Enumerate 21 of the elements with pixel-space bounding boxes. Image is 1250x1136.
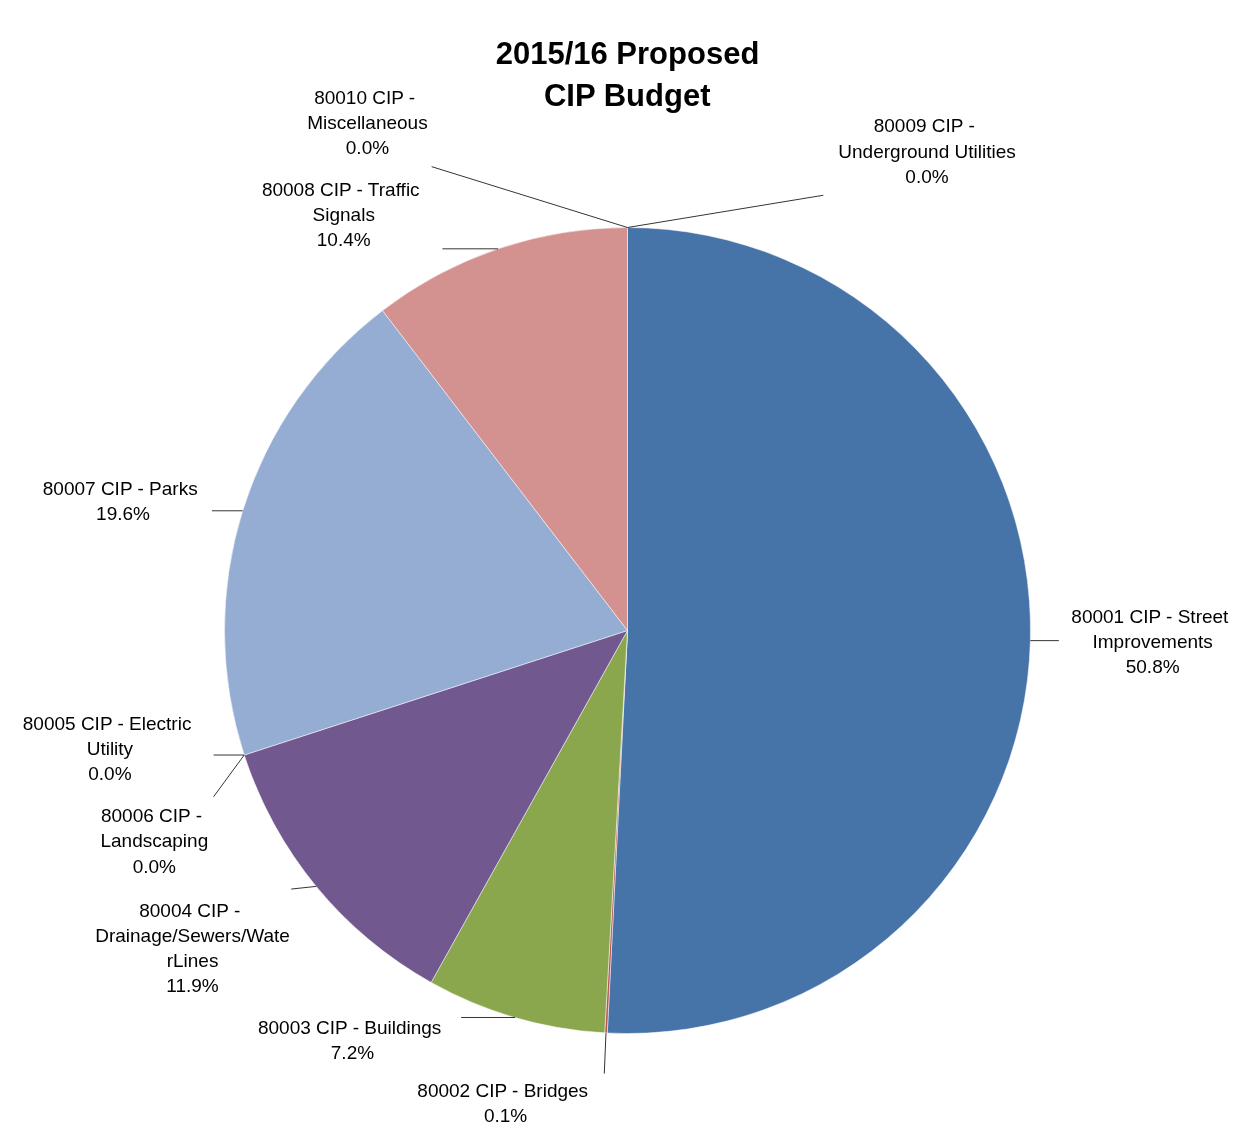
text: 0.0% (88, 763, 132, 785)
slice-label: 80002 CIP - Bridges (417, 1079, 589, 1101)
category-label: 80009 CIP - Underground Utilities (838, 115, 1016, 162)
text: 0.0% (132, 855, 176, 877)
data-label: 11.9% (166, 975, 219, 997)
slice-label: 80008 CIP - Traffic Signals (261, 179, 420, 226)
data-label: 19.6% (96, 503, 151, 525)
category-label: 80005 CIP - Electric Utility (22, 712, 192, 760)
slice-label: 80003 CIP - Buildings (257, 1017, 442, 1039)
data-label: 50.8% (1125, 656, 1180, 678)
text: 0.0% (905, 165, 949, 187)
chart-title: 2015/16 Proposed CIP Budget (495, 35, 760, 113)
slice-label: 80001 CIP - Street Improvements (1071, 605, 1230, 652)
category-label: 80010 CIP - Miscellaneous (307, 86, 428, 134)
text: 0.0% (345, 137, 390, 159)
category-label: 80006 CIP - Landscaping (100, 805, 209, 852)
data-label: 7.2% (330, 1042, 375, 1064)
slice-label: 80004 CIP - Drainage/Sewers/Wate rLines (95, 899, 290, 971)
slice-label: 80007 CIP - Parks (42, 478, 198, 500)
data-label: 10.4% (316, 229, 371, 251)
data-label: 0.1% (483, 1105, 528, 1127)
